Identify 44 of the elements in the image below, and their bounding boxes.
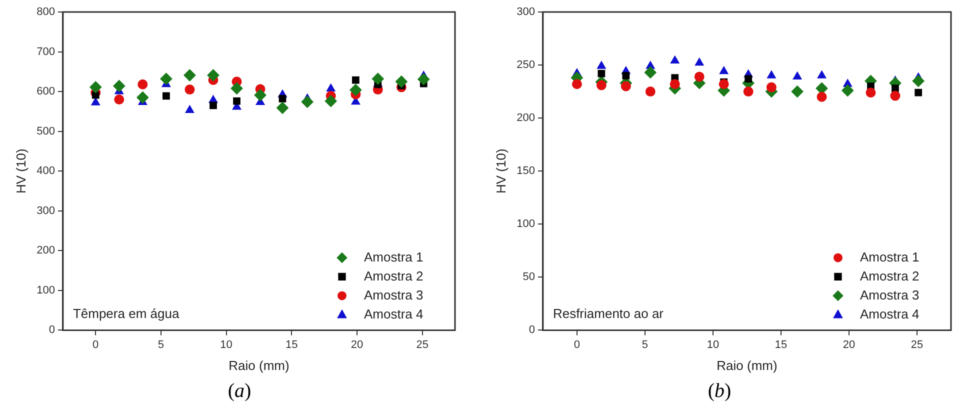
annotation: Resfriamento ao ar [552, 306, 664, 322]
legend-label: Amostra 4 [860, 306, 920, 322]
x-axis-title: Raio (mm) [716, 358, 778, 373]
y-axis-title: HV (10) [13, 148, 28, 194]
y-tick-label: 800 [36, 6, 55, 18]
annotation: Têmpera em água [72, 306, 180, 322]
y-tick-label: 700 [36, 46, 55, 58]
y-tick-label: 150 [516, 165, 535, 178]
x-tick-label: 20 [842, 338, 856, 351]
x-tick-label: 5 [642, 338, 648, 351]
y-tick-label: 200 [516, 112, 535, 124]
y-tick-label: 300 [36, 204, 55, 217]
x-tick-label: 10 [220, 338, 232, 351]
x-tick-label: 0 [574, 338, 580, 351]
legend-label: Amostra 1 [364, 249, 424, 264]
legend-label: Amostra 3 [860, 287, 920, 302]
x-tick-label: 25 [910, 338, 924, 351]
y-tick-label: 500 [36, 125, 55, 138]
legend-label: Amostra 4 [364, 306, 424, 322]
y-axis-title: HV (10) [493, 148, 508, 194]
y-tick-label: 0 [528, 324, 535, 336]
x-axis-title: Raio (mm) [228, 358, 290, 373]
legend-label: Amostra 2 [860, 268, 920, 284]
y-tick-label: 600 [36, 86, 55, 98]
x-tick-label: 20 [350, 338, 364, 351]
x-tick-label: 0 [92, 338, 99, 351]
x-tick-label: 25 [416, 338, 428, 351]
x-tick-label: 5 [158, 338, 164, 351]
y-tick-label: 400 [36, 165, 55, 178]
x-tick-label: 15 [286, 338, 298, 351]
y-tick-label: 250 [516, 59, 535, 72]
text: (a) [228, 380, 252, 402]
text: (b) [708, 380, 732, 402]
x-tick-label: 10 [706, 338, 720, 351]
y-tick-label: 100 [516, 218, 535, 230]
legend-label: Amostra 1 [860, 249, 920, 264]
legend-label: Amostra 2 [364, 268, 424, 284]
y-tick-label: 0 [48, 324, 55, 336]
y-tick-label: 200 [36, 244, 55, 257]
x-tick-label: 15 [774, 338, 788, 351]
y-tick-label: 300 [516, 6, 535, 18]
legend-label: Amostra 3 [364, 287, 424, 302]
y-tick-label: 100 [36, 284, 55, 296]
y-tick-label: 50 [522, 271, 535, 284]
